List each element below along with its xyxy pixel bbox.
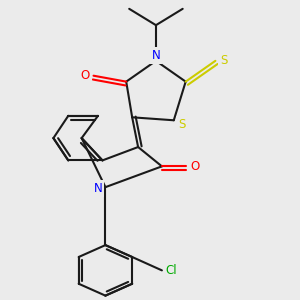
Text: N: N — [152, 49, 160, 62]
Text: Cl: Cl — [166, 264, 177, 277]
Text: S: S — [220, 54, 228, 67]
Text: O: O — [81, 69, 90, 82]
Text: S: S — [178, 118, 186, 131]
Text: N: N — [94, 182, 102, 195]
Text: O: O — [190, 160, 199, 173]
